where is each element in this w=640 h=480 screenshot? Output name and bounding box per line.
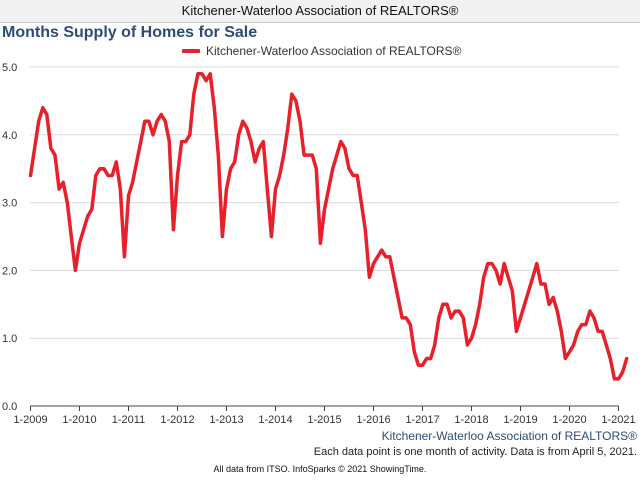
y-tick-label: 2.0 bbox=[2, 265, 17, 277]
chart-title: Months Supply of Homes for Sale bbox=[2, 24, 258, 41]
y-tick-label: 1.0 bbox=[2, 333, 17, 345]
legend-swatch bbox=[182, 49, 200, 53]
x-tick-label: 1-2018 bbox=[454, 414, 488, 426]
y-tick-label: 0.0 bbox=[2, 401, 17, 413]
series-line bbox=[28, 72, 629, 381]
x-tick-label: 1-2021 bbox=[601, 414, 635, 426]
x-tick-label: 1-2009 bbox=[13, 414, 47, 426]
header-bar: Kitchener-Waterloo Association of REALTO… bbox=[0, 0, 640, 23]
series-source-label: Kitchener-Waterloo Association of REALTO… bbox=[381, 429, 637, 443]
legend[interactable]: Kitchener-Waterloo Association of REALTO… bbox=[182, 44, 461, 58]
header-title: Kitchener-Waterloo Association of REALTO… bbox=[181, 3, 459, 18]
x-tick-label: 1-2011 bbox=[112, 414, 145, 426]
x-tick-label: 1-2017 bbox=[405, 414, 439, 426]
legend-label: Kitchener-Waterloo Association of REALTO… bbox=[206, 44, 462, 58]
x-tick-label: 1-2020 bbox=[552, 414, 586, 426]
y-tick-label: 5.0 bbox=[2, 62, 17, 74]
y-tick-label: 3.0 bbox=[2, 198, 17, 210]
data-note: Each data point is one month of activity… bbox=[313, 446, 637, 458]
x-tick-label: 1-2016 bbox=[356, 414, 390, 426]
y-tick-label: 4.0 bbox=[2, 130, 17, 142]
x-tick-label: 1-2015 bbox=[307, 414, 341, 426]
x-tick-label: 1-2019 bbox=[503, 414, 537, 426]
footer-credit: All data from ITSO. InfoSparks © 2021 Sh… bbox=[213, 464, 427, 474]
x-tick-label: 1-2010 bbox=[62, 414, 96, 426]
x-tick-label: 1-2014 bbox=[258, 414, 292, 426]
x-tick-label: 1-2012 bbox=[160, 414, 194, 426]
x-tick-label: 1-2013 bbox=[209, 414, 243, 426]
